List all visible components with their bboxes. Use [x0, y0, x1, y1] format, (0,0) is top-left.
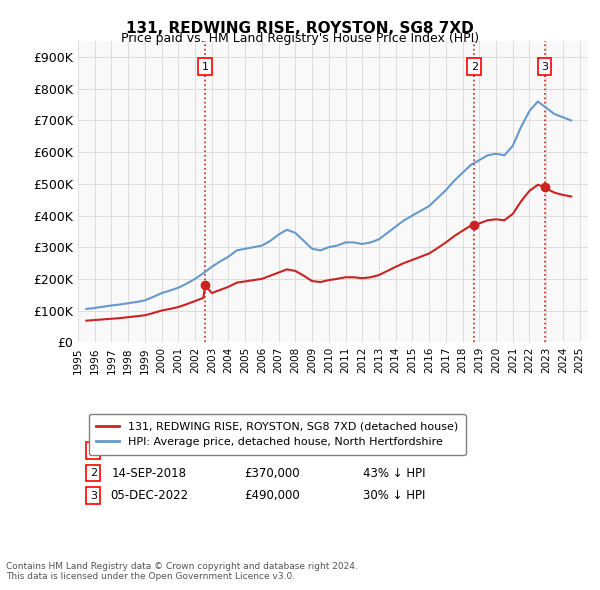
Text: 131, REDWING RISE, ROYSTON, SG8 7XD: 131, REDWING RISE, ROYSTON, SG8 7XD: [126, 21, 474, 35]
Text: Price paid vs. HM Land Registry's House Price Index (HPI): Price paid vs. HM Land Registry's House …: [121, 32, 479, 45]
Text: £490,000: £490,000: [244, 489, 299, 502]
Text: 05-DEC-2022: 05-DEC-2022: [110, 489, 188, 502]
Text: 14-SEP-2018: 14-SEP-2018: [112, 467, 187, 480]
Text: 1: 1: [202, 61, 209, 71]
Text: 3: 3: [541, 61, 548, 71]
Text: Contains HM Land Registry data © Crown copyright and database right 2024.
This d: Contains HM Land Registry data © Crown c…: [6, 562, 358, 581]
Text: 43% ↓ HPI: 43% ↓ HPI: [363, 467, 425, 480]
Text: £180,000: £180,000: [244, 444, 299, 457]
Text: 3: 3: [90, 491, 97, 501]
Text: 09-AUG-2002: 09-AUG-2002: [110, 444, 189, 457]
Text: 34% ↓ HPI: 34% ↓ HPI: [363, 444, 425, 457]
Text: 2: 2: [471, 61, 478, 71]
Text: 30% ↓ HPI: 30% ↓ HPI: [363, 489, 425, 502]
Text: 1: 1: [90, 445, 97, 455]
Text: £370,000: £370,000: [244, 467, 299, 480]
Text: 2: 2: [90, 468, 97, 478]
Legend: 131, REDWING RISE, ROYSTON, SG8 7XD (detached house), HPI: Average price, detach: 131, REDWING RISE, ROYSTON, SG8 7XD (det…: [89, 414, 466, 455]
